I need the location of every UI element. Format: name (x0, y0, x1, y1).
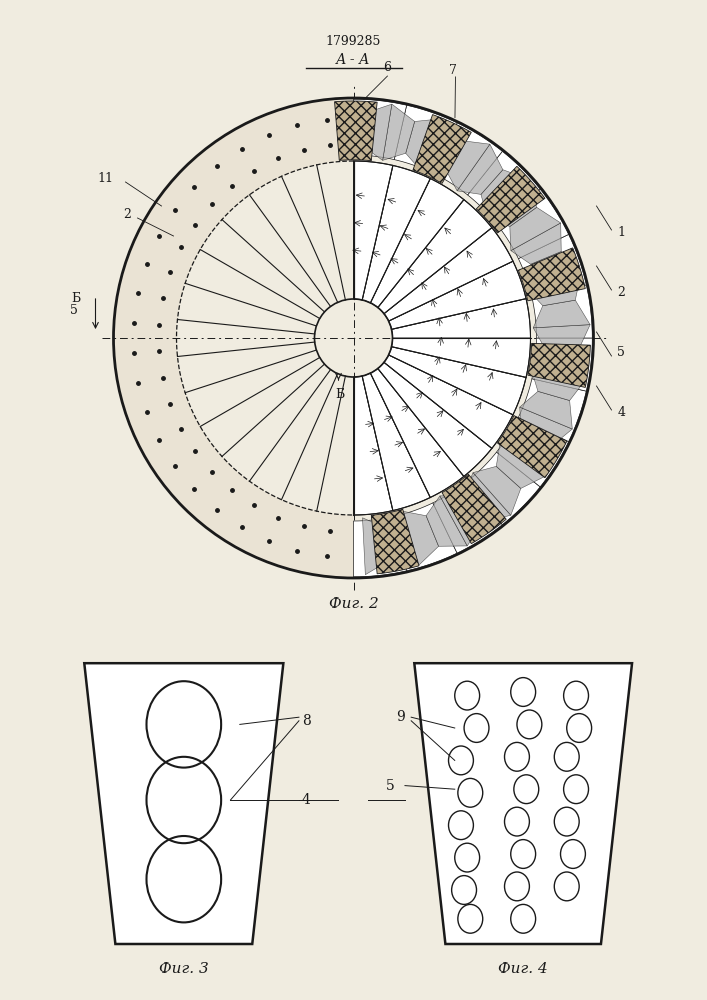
Polygon shape (334, 101, 377, 161)
Polygon shape (354, 99, 407, 160)
Polygon shape (385, 511, 418, 566)
Polygon shape (496, 417, 568, 487)
Polygon shape (406, 119, 443, 171)
Polygon shape (481, 170, 530, 218)
Text: 2: 2 (617, 286, 626, 299)
Polygon shape (532, 285, 592, 338)
Polygon shape (518, 234, 586, 297)
Text: 4: 4 (617, 406, 626, 419)
Polygon shape (363, 518, 390, 575)
Polygon shape (531, 349, 587, 378)
Polygon shape (520, 407, 572, 447)
Text: 9: 9 (396, 710, 404, 724)
Polygon shape (392, 338, 530, 377)
Polygon shape (354, 161, 393, 300)
Polygon shape (395, 503, 457, 571)
Polygon shape (520, 391, 572, 429)
Polygon shape (511, 223, 561, 264)
Text: 1: 1 (617, 226, 626, 239)
Polygon shape (84, 663, 284, 944)
Polygon shape (500, 431, 550, 476)
Text: 5: 5 (617, 346, 626, 359)
Polygon shape (464, 473, 511, 522)
Polygon shape (528, 343, 590, 387)
Polygon shape (389, 347, 526, 415)
Polygon shape (402, 511, 438, 566)
Polygon shape (440, 495, 483, 546)
Polygon shape (384, 355, 513, 448)
Polygon shape (527, 272, 581, 306)
Polygon shape (473, 466, 521, 515)
Polygon shape (421, 119, 462, 171)
Text: Фиг. 3: Фиг. 3 (159, 962, 209, 976)
Text: 5: 5 (69, 304, 78, 317)
Polygon shape (533, 300, 590, 328)
Polygon shape (457, 144, 503, 194)
Text: 7: 7 (450, 64, 457, 77)
Text: Б: Б (71, 292, 81, 305)
Text: Фиг. 2: Фиг. 2 (329, 597, 378, 611)
Polygon shape (532, 338, 592, 391)
Polygon shape (413, 115, 472, 183)
Polygon shape (370, 368, 464, 497)
Polygon shape (442, 474, 506, 544)
Text: 5: 5 (386, 779, 395, 793)
Text: А - А: А - А (337, 53, 370, 67)
Polygon shape (527, 252, 581, 288)
Text: 6: 6 (383, 61, 392, 74)
Polygon shape (370, 179, 464, 308)
Polygon shape (114, 98, 354, 578)
Polygon shape (382, 104, 415, 160)
Polygon shape (362, 373, 431, 511)
Polygon shape (389, 261, 526, 329)
Polygon shape (414, 663, 632, 944)
Text: 4: 4 (302, 793, 311, 807)
Text: 11: 11 (98, 172, 114, 185)
Polygon shape (510, 207, 561, 251)
Text: 2: 2 (124, 208, 132, 221)
Polygon shape (378, 200, 492, 314)
Polygon shape (371, 509, 419, 574)
Polygon shape (477, 166, 545, 233)
Polygon shape (487, 180, 537, 227)
Polygon shape (518, 248, 585, 301)
Polygon shape (445, 141, 490, 191)
Polygon shape (496, 189, 568, 259)
Text: 8: 8 (302, 714, 311, 728)
Polygon shape (378, 362, 492, 476)
Polygon shape (467, 452, 540, 525)
Polygon shape (354, 516, 407, 577)
Polygon shape (496, 443, 547, 488)
Polygon shape (426, 496, 467, 546)
Polygon shape (433, 123, 503, 195)
Text: Фиг. 4: Фиг. 4 (498, 962, 548, 976)
Polygon shape (362, 165, 431, 303)
Polygon shape (533, 325, 590, 351)
Polygon shape (384, 228, 513, 321)
Polygon shape (433, 481, 503, 553)
Polygon shape (363, 104, 392, 160)
Polygon shape (354, 376, 393, 515)
Text: Б: Б (336, 388, 345, 401)
Polygon shape (395, 105, 457, 173)
Polygon shape (467, 151, 540, 224)
Polygon shape (498, 416, 567, 478)
Polygon shape (392, 299, 530, 338)
Polygon shape (518, 379, 586, 442)
Text: 1799285: 1799285 (326, 35, 381, 48)
Polygon shape (531, 368, 587, 401)
